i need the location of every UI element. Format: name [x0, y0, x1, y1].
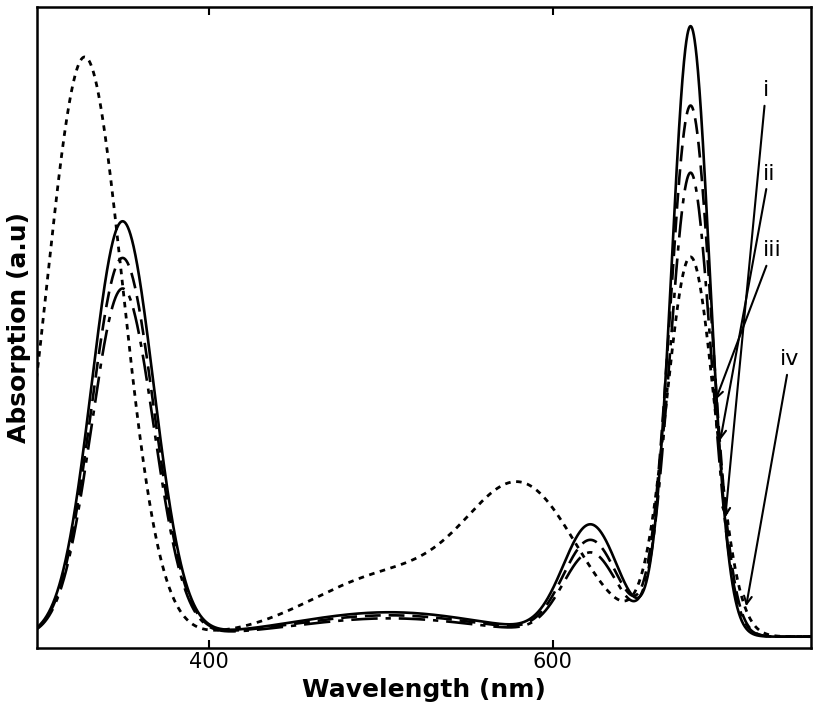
- Y-axis label: Absorption (a.u): Absorption (a.u): [7, 212, 31, 443]
- Text: ii: ii: [718, 164, 775, 437]
- Text: i: i: [722, 80, 769, 515]
- Text: iii: iii: [716, 240, 782, 398]
- Text: iv: iv: [744, 350, 799, 604]
- X-axis label: Wavelength (nm): Wavelength (nm): [302, 678, 546, 702]
